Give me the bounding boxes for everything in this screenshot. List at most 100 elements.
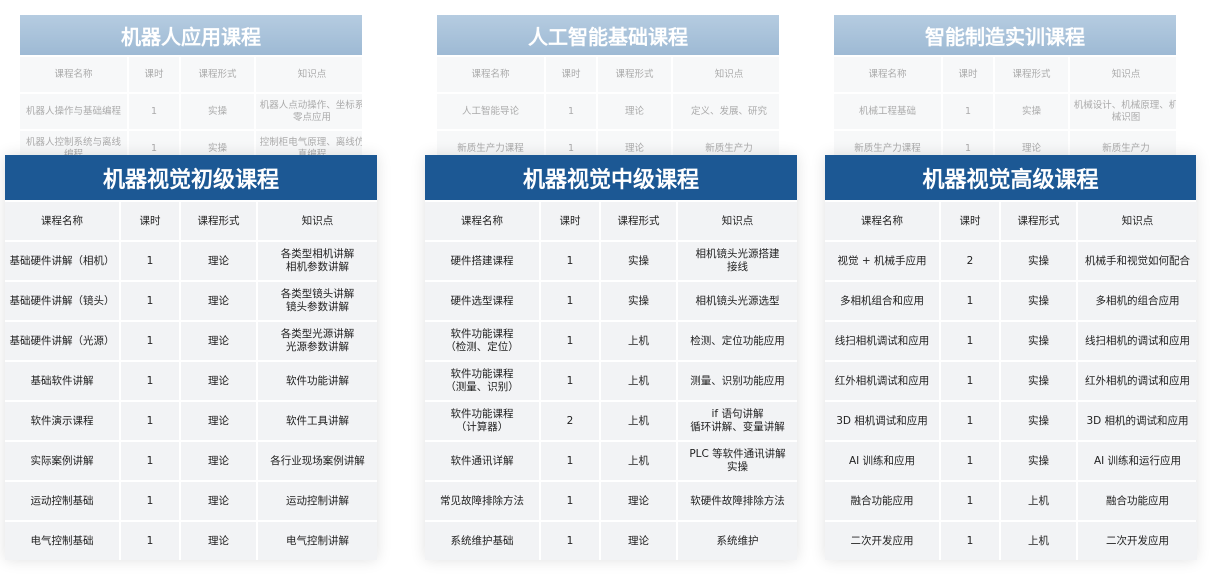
column-header: 课时 [541,202,599,240]
table-cell: 1 [943,131,993,157]
card-title: 人工智能基础课程 [437,15,779,55]
table-cell: 1 [541,482,599,520]
table-cell: 1 [541,242,599,280]
table-cell: 1 [941,362,999,400]
table-cell: 实操 [995,94,1068,129]
table-cell: 机械设计、机械原理、机 械识图 [1070,94,1176,129]
table-cell: AI 训练和运行应用 [1078,442,1197,480]
table-cell: 机械手和视觉如何配合 [1078,242,1197,280]
table-cell: 实操 [1001,282,1076,320]
column-header: 课程形式 [181,57,254,92]
table-cell: 1 [121,322,179,360]
table-cell: 1 [541,362,599,400]
table-cell: 理论 [181,242,256,280]
table-cell: 线扫相机的调试和应用 [1078,322,1197,360]
column-header: 课时 [943,57,993,92]
column-header: 知识点 [256,57,362,92]
column-header: 知识点 [1070,57,1176,92]
table-cell: 相机镜头光源选型 [678,282,797,320]
course-card: 机器人应用课程 课程名称 课时 课程形式 知识点 机器人操作与基础编程 1 实操 机器人点动操作… [20,15,362,157]
table-cell: 1 [541,282,599,320]
table-cell: 1 [129,131,179,157]
table-cell: 软件功能课程 （检测、定位） [425,322,539,360]
column-header: 知识点 [673,57,779,92]
table-cell: 1 [541,322,599,360]
table-cell: 控制柜电气原理、离线仿 真编程 [256,131,362,157]
table-cell: 新质生产力课程 [437,131,544,157]
table-cell: 1 [121,362,179,400]
card-title: 机器视觉中级课程 [425,155,797,200]
table-cell: 理论 [995,131,1068,157]
course-table: 课程名称 课时 课程形式 知识点 人工智能导论 1 理论 定义、发展、研究 新质生产力课程 1 理论… [437,55,779,157]
table-cell: 软硬件故障排除方法 [678,482,797,520]
course-card: 机器视觉中级课程 课程名称 课时 课程形式 知识点 硬件搭建课程 1 实操 相机镜头光源搭建 接… [425,155,797,560]
table-cell: if 语句讲解 循环讲解、变量讲解 [678,402,797,440]
table-cell: 人工智能导论 [437,94,544,129]
table-cell: 1 [941,282,999,320]
table-cell: 1 [121,402,179,440]
table-cell: 理论 [181,522,256,560]
table-cell: 基础硬件讲解（镜头） [5,282,119,320]
table-cell: 理论 [181,442,256,480]
table-cell: 电气控制讲解 [258,522,377,560]
table-cell: 3D 相机的调试和应用 [1078,402,1197,440]
table-cell: 上机 [601,402,676,440]
course-table: 课程名称 课时 课程形式 知识点 硬件搭建课程 1 实操 相机镜头光源搭建 接线 硬件选型课程 1… [425,200,797,560]
table-cell: 1 [546,131,596,157]
table-cell: 实操 [1001,402,1076,440]
table-cell: 实操 [601,282,676,320]
table-cell: 基础硬件讲解（相机） [5,242,119,280]
table-cell: 多相机组合和应用 [825,282,939,320]
table-cell: 融合功能应用 [825,482,939,520]
column-header: 课程名称 [834,57,941,92]
table-cell: 理论 [181,362,256,400]
table-cell: 1 [541,522,599,560]
table-cell: 软件功能讲解 [258,362,377,400]
table-cell: 上机 [601,362,676,400]
card-title: 机器视觉初级课程 [5,155,377,200]
table-cell: 定义、发展、研究 [673,94,779,129]
card-title: 机器视觉高级课程 [825,155,1196,200]
column-header: 课程形式 [598,57,671,92]
table-cell: 1 [121,482,179,520]
table-cell: AI 训练和应用 [825,442,939,480]
table-cell: 硬件搭建课程 [425,242,539,280]
course-table: 课程名称 课时 课程形式 知识点 视觉 + 机械手应用 2 实操 机械手和视觉如何配合 多相机组… [825,200,1197,560]
course-card: 机器视觉初级课程 课程名称 课时 课程形式 知识点 基础硬件讲解（相机） 1 理论 各类型相机讲… [5,155,377,560]
table-cell: 硬件选型课程 [425,282,539,320]
table-cell: 1 [943,94,993,129]
table-cell: 各类型相机讲解 相机参数讲解 [258,242,377,280]
table-cell: 理论 [181,482,256,520]
table-cell: 实操 [1001,242,1076,280]
table-cell: 测量、识别功能应用 [678,362,797,400]
column-header: 课时 [129,57,179,92]
table-cell: 基础硬件讲解（光源） [5,322,119,360]
course-table: 课程名称 课时 课程形式 知识点 机械工程基础 1 实操 机械设计、机械原理、机 械识图 新质生… [834,55,1176,157]
table-cell: 运动控制基础 [5,482,119,520]
table-cell: 实操 [1001,442,1076,480]
table-cell: 理论 [601,522,676,560]
table-cell: 1 [121,442,179,480]
table-cell: 软件功能课程 （计算器） [425,402,539,440]
column-header: 知识点 [1078,202,1197,240]
table-cell: 二次开发应用 [825,522,939,560]
table-cell: 系统维护 [678,522,797,560]
table-cell: 各类型镜头讲解 镜头参数讲解 [258,282,377,320]
column-header: 课程名称 [437,57,544,92]
table-cell: 线扫相机调试和应用 [825,322,939,360]
table-cell: 运动控制讲解 [258,482,377,520]
column-header: 知识点 [678,202,797,240]
column-header: 课程名称 [825,202,939,240]
table-cell: 基础软件讲解 [5,362,119,400]
column-header: 课程形式 [995,57,1068,92]
table-cell: 实操 [181,131,254,157]
column-header: 课时 [941,202,999,240]
table-cell: 软件工具讲解 [258,402,377,440]
table-cell: 实操 [181,94,254,129]
table-cell: 机械工程基础 [834,94,941,129]
table-cell: 上机 [1001,482,1076,520]
table-cell: 二次开发应用 [1078,522,1197,560]
table-cell: 融合功能应用 [1078,482,1197,520]
table-cell: 视觉 + 机械手应用 [825,242,939,280]
